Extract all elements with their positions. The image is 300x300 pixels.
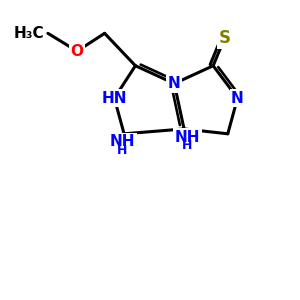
Text: HN: HN (102, 91, 127, 106)
Text: NH: NH (175, 130, 200, 145)
Text: S: S (218, 29, 230, 47)
Text: H₃C: H₃C (14, 26, 45, 41)
Text: NH: NH (110, 134, 135, 149)
Text: H: H (182, 139, 193, 152)
Text: O: O (70, 44, 84, 59)
Text: N: N (168, 76, 181, 91)
Text: H: H (117, 144, 128, 157)
Text: N: N (231, 91, 244, 106)
